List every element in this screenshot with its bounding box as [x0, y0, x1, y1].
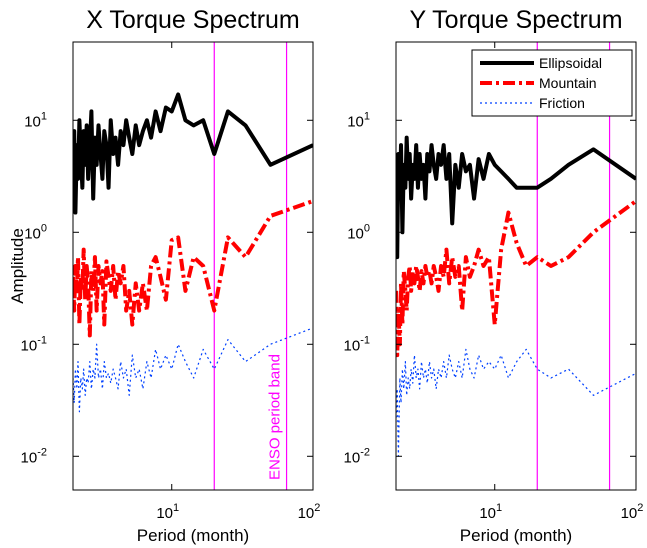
plot-area: [73, 42, 313, 490]
y-tick-label: 100: [347, 222, 370, 242]
x-tick-label: 101: [479, 502, 502, 522]
x-tick-label: 102: [621, 502, 644, 522]
y-axis-label: Amplitude: [8, 228, 27, 304]
chart-title: X Torque Spectrum: [86, 6, 300, 34]
series-line: [73, 199, 313, 338]
plot-area: [396, 42, 636, 490]
y-tick-label: 101: [347, 110, 370, 130]
legend-label: Friction: [539, 95, 585, 111]
series-line: [73, 92, 313, 215]
series-line: [396, 199, 636, 358]
series-line: [396, 348, 636, 457]
x-axis-label: Period (month): [137, 526, 249, 545]
series-line: [396, 135, 636, 260]
legend-label: Ellipsoidal: [539, 55, 602, 71]
y-tick-label: 100: [24, 222, 47, 242]
y-tick-label: 101: [24, 110, 47, 130]
y-tick-label: 10-2: [344, 446, 370, 466]
y-tick-label: 10-2: [21, 446, 47, 466]
x-axis-label: Period (month): [460, 526, 572, 545]
x-tick-label: 102: [298, 502, 321, 522]
axes-frame: [72, 41, 314, 491]
chart-title: Y Torque Spectrum: [409, 6, 622, 34]
y-tick-label: 10-1: [21, 334, 47, 354]
series-line: [73, 327, 313, 413]
x-tick-label: 101: [156, 502, 179, 522]
y-tick-label: 10-1: [344, 334, 370, 354]
axes-frame: [395, 41, 637, 491]
legend-label: Mountain: [539, 75, 597, 91]
annotation: ENSO period band: [267, 354, 284, 480]
